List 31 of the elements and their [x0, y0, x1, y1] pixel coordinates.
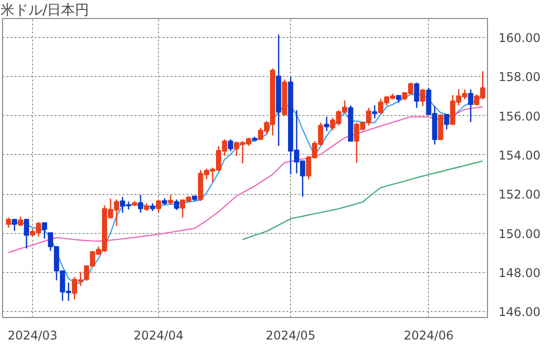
candlestick — [420, 88, 426, 107]
x-tick-label: 2024/03 — [8, 328, 58, 342]
candlestick — [468, 88, 474, 123]
x-tick-label: 2024/06 — [404, 328, 454, 342]
y-tick-label: 146.00 — [498, 305, 540, 320]
line-series — [242, 160, 484, 240]
candlestick — [24, 218, 30, 250]
candlestick — [18, 216, 24, 227]
line-series — [8, 106, 484, 254]
candlestick — [174, 198, 180, 211]
candlestick — [138, 194, 144, 214]
candlestick — [228, 138, 234, 152]
chart-title: 米ドル/日本円 — [0, 2, 90, 18]
y-tick-label: 148.00 — [498, 266, 540, 280]
y-tick-label: 154.00 — [498, 148, 540, 162]
y-tick-label: 160.00 — [498, 30, 540, 45]
candlestick — [324, 116, 330, 132]
y-tick-label: 158.00 — [498, 70, 540, 84]
candlestick — [42, 222, 48, 240]
y-tick-label: 152.00 — [498, 188, 540, 202]
x-tick-label: 2024/05 — [266, 328, 316, 342]
y-tick-label: 156.00 — [498, 109, 540, 124]
x-tick-label: 2024/04 — [134, 328, 184, 342]
candlestick — [6, 216, 12, 228]
candlestick — [168, 194, 174, 205]
candlestick — [444, 114, 450, 130]
candlestick — [414, 82, 420, 108]
candlestick — [372, 104, 378, 120]
candlestick — [156, 198, 162, 214]
y-tick-label: 150.00 — [498, 226, 540, 241]
candlestick — [12, 218, 18, 232]
